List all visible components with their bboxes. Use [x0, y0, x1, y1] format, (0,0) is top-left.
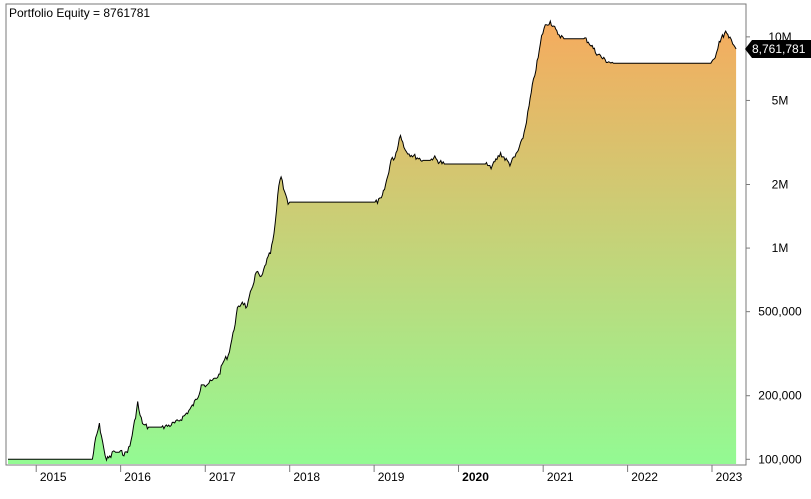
x-tick-label: 2023: [716, 470, 743, 484]
equity-line: [8, 19, 737, 462]
x-tick-label: 2020: [462, 470, 489, 484]
last-value-marker: 8,761,781: [745, 39, 811, 58]
x-axis: 2015 2016 2017 2018 2019 2020 2021 2022 2023: [6, 464, 746, 484]
y-tick-label: 100,000: [758, 452, 802, 466]
y-tick-label: 2M: [772, 177, 789, 191]
x-tick-label: 2017: [209, 470, 236, 484]
last-value-label: 8,761,781: [752, 42, 806, 56]
equity-area-layer: [8, 19, 737, 464]
x-tick-label: 2018: [293, 470, 320, 484]
x-tick-label: 2022: [631, 470, 658, 484]
y-tick-label: 5M: [772, 93, 789, 107]
y-tick-label: 1M: [772, 241, 789, 255]
equity-area-fill: [8, 21, 737, 464]
x-tick-label: 2019: [378, 470, 405, 484]
x-tick-label: 2016: [124, 470, 151, 484]
y-tick-label: 500,000: [758, 305, 802, 319]
last-value-badge: [745, 39, 811, 58]
x-tick-label: 2015: [40, 470, 67, 484]
chart-title: Portfolio Equity = 8761781: [9, 6, 150, 20]
x-tick-label: 2021: [547, 470, 574, 484]
y-tick-label: 200,000: [758, 389, 802, 403]
